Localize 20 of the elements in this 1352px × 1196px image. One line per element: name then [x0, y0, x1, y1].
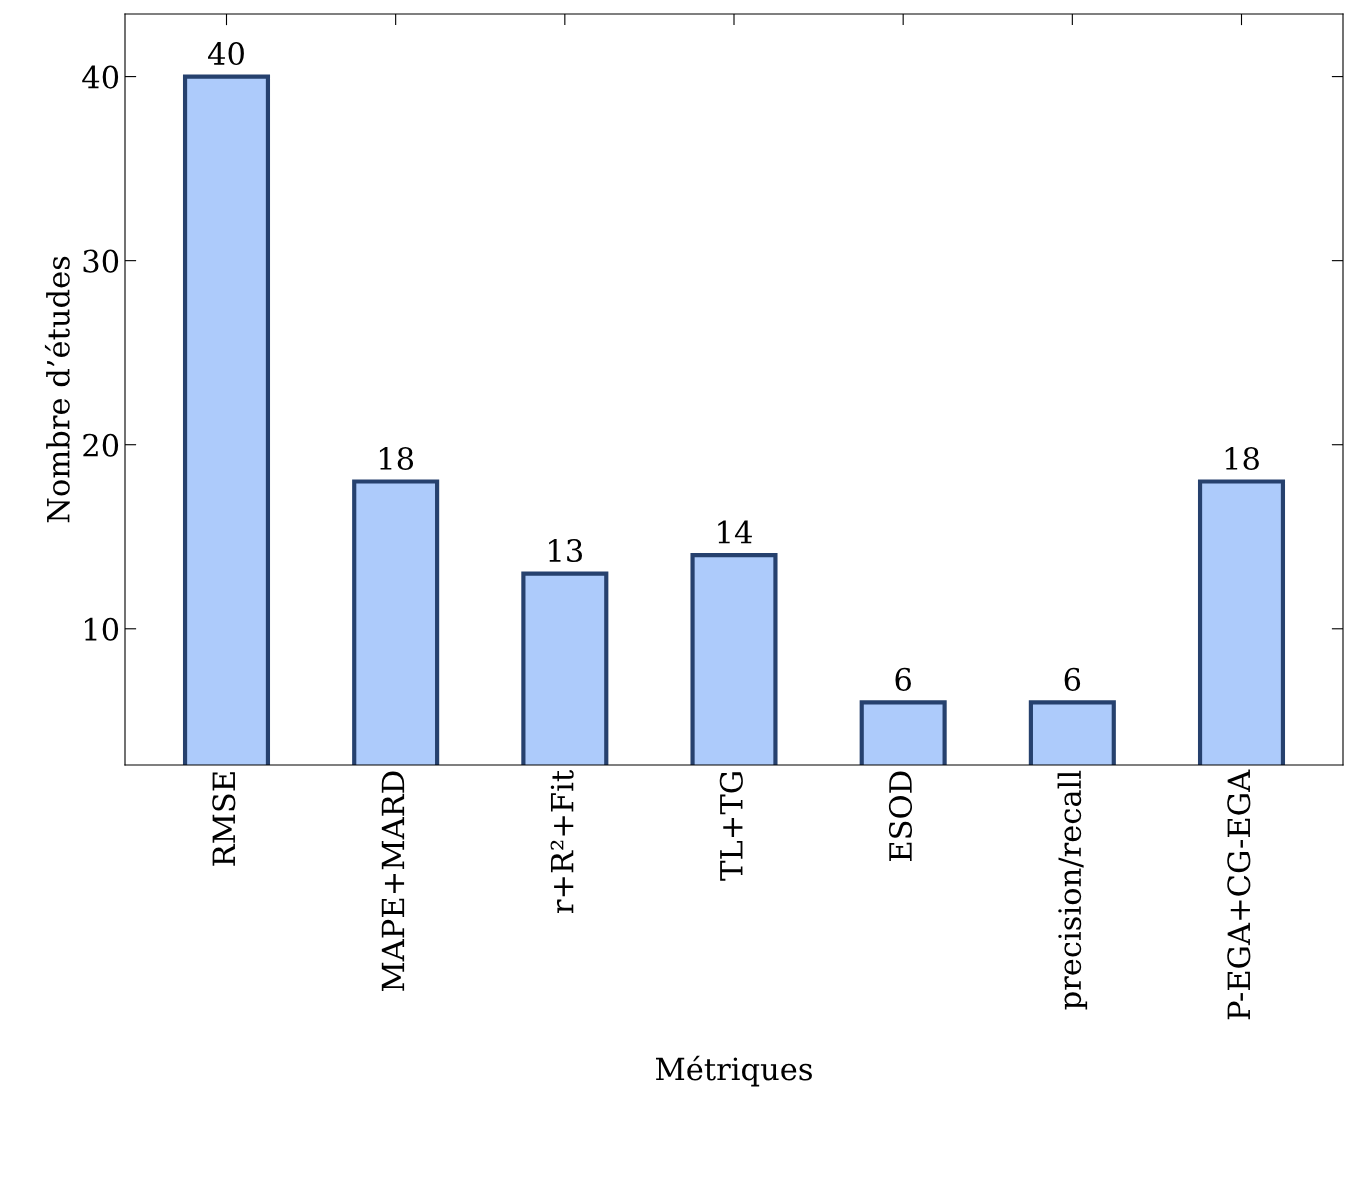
y-tick-label: 40 — [82, 65, 119, 89]
x-axis-title: Métriques — [656, 1055, 812, 1087]
data-label: 18 — [1225, 446, 1259, 471]
x-tick-label: r+R²+Fit — [550, 770, 574, 914]
data-label: 40 — [208, 42, 244, 66]
y-tick-label: 10 — [84, 617, 119, 641]
data-label: 6 — [895, 667, 911, 691]
x-tick-label: ESOD — [888, 771, 913, 861]
x-tick-label: precision/recall — [1057, 770, 1088, 1010]
y-axis-title: Nombre d’études — [44, 256, 70, 523]
x-tick-label: TL+TG — [719, 772, 743, 881]
x-tick-label: RMSE — [212, 772, 236, 866]
data-label: 14 — [718, 520, 752, 544]
data-label: 13 — [549, 538, 583, 563]
y-tick-label: 20 — [83, 433, 119, 457]
data-label: 18 — [379, 446, 414, 471]
x-tick-label: MAPE+MARD — [381, 771, 405, 992]
y-tick-label: 30 — [83, 249, 119, 273]
data-label: 6 — [1064, 667, 1081, 691]
x-tick-label: P-EGA+CG-EGA — [1227, 769, 1251, 1020]
